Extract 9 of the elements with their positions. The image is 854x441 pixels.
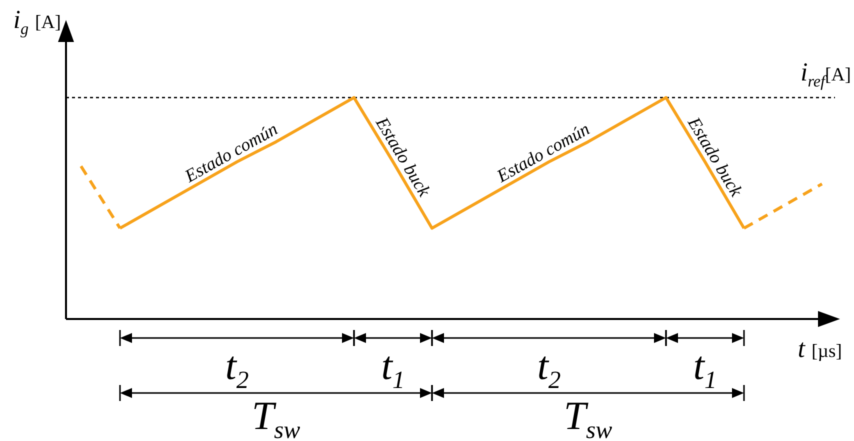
text: t$_{2}$ xyxy=(537,343,561,394)
text: t$_{1}$ xyxy=(381,343,405,394)
text: t$_{2}$ xyxy=(225,343,249,394)
x-axis-title: t [µs] xyxy=(798,334,842,363)
text: T$_{sw}$ xyxy=(564,393,613,441)
y-axis-title: i$_{g}$ [A] xyxy=(13,5,61,38)
text: t$_{1}$ xyxy=(693,343,717,394)
text: T$_{sw}$ xyxy=(252,393,301,441)
ref-line-label: i$_{ref}$[A] xyxy=(800,58,851,90)
